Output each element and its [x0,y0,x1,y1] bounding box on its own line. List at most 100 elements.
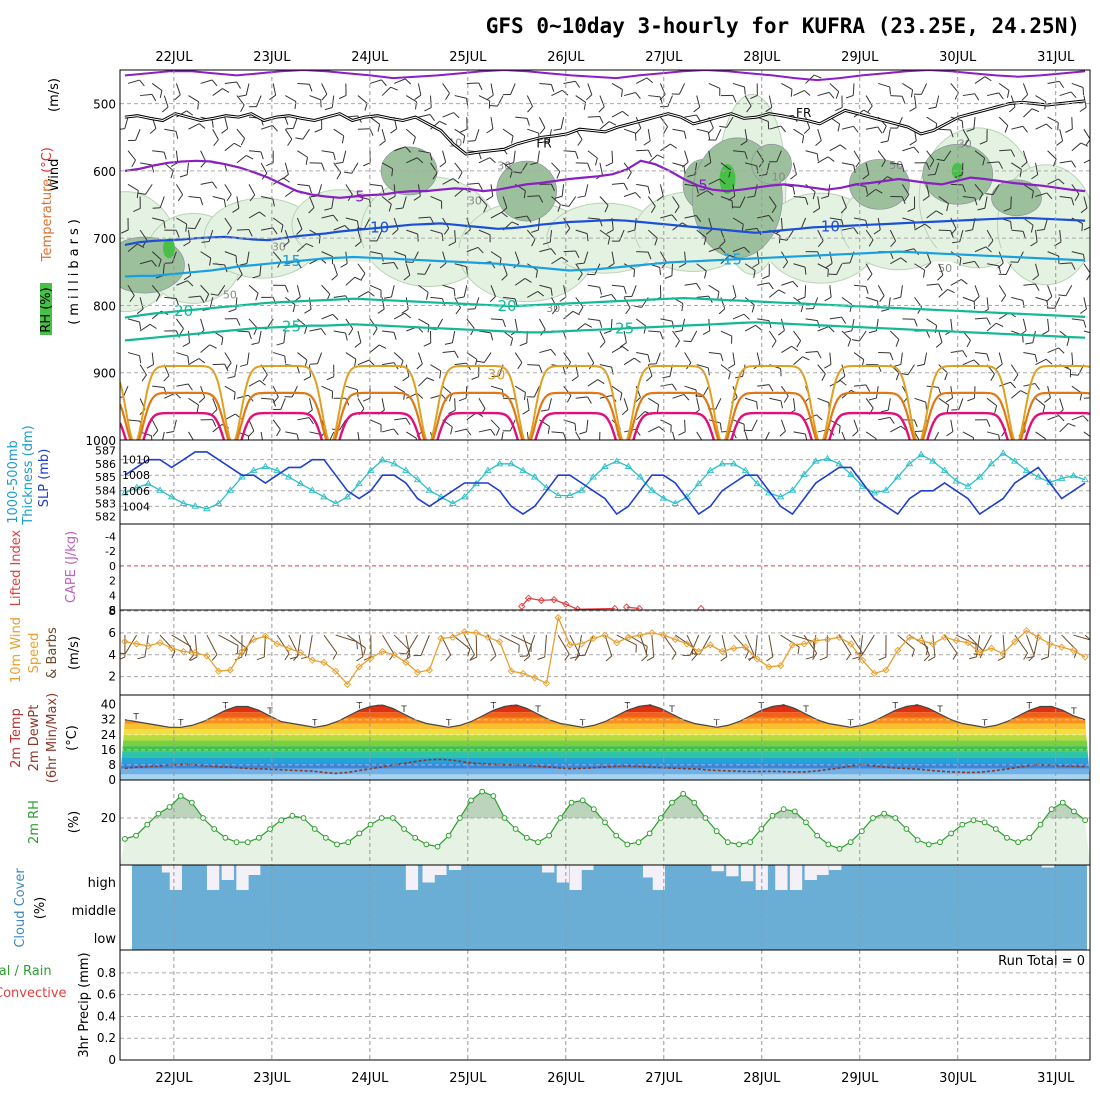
wind-barb [234,635,243,661]
rh-point [769,812,776,819]
wind-speed-point [414,668,422,676]
freezing-level-label: FR [796,106,811,120]
wind-barb-flag [494,443,501,447]
wind-barb-flag [842,262,850,264]
wind-speed-point [858,656,867,664]
wind-barb-staff [259,263,262,276]
wind-barb-staff [405,128,416,138]
wind-barb [576,251,589,265]
wind-barb-staff [393,634,411,651]
isotherm-line [124,250,1086,278]
wind-barb [696,190,714,197]
wind-barb-staff [962,359,975,366]
wind-speed-point [285,644,293,652]
wind-barb-flag [163,151,167,160]
y-tick-label-temp: 40 [101,698,116,712]
wind-barb-staff [575,263,583,275]
wind-barb-flag [445,92,450,101]
wind-barb-flag [797,296,806,301]
wind-barb [1059,422,1076,433]
wind-barb [704,150,712,168]
wind-barb-staff [347,634,366,649]
wind-barb-flag [587,273,595,276]
temp-band [120,740,1090,747]
wind-barb-flag [599,320,603,328]
wind-barb-flag [326,376,335,381]
wind-barb-staff [756,150,764,162]
wind-barb-flag [158,259,162,268]
wind-barb [829,316,847,324]
wind-barb [647,196,656,213]
wind-barb-flag [284,355,287,364]
temp-minmax-marker: T [936,705,943,715]
wind-barb [936,150,952,162]
wind-barb [139,323,157,332]
wind-barb [490,385,504,398]
wind-barb-flag [742,443,750,448]
wind-barb-staff [887,398,891,411]
wind-barb-staff [483,352,492,363]
wind-barb-staff [291,385,298,398]
wind-barb [212,128,219,147]
wind-barb [902,83,914,98]
wind-barb-flag [227,375,235,379]
wind-barb-staff [902,146,914,152]
wind-speed-point [917,636,925,645]
wind-barb-flag [416,393,424,399]
axis-label-precip-total: Total / Rain [0,964,52,979]
wind-barb-flag [900,372,909,376]
wind-barb [347,634,366,656]
wind-barb-flag [308,417,314,425]
thickness-point [823,454,832,462]
wind-barb-staff [776,150,782,162]
y-tick-label-lifted: -4 [105,530,116,543]
wind-speed-point [706,641,715,649]
wind-speed-point [437,634,445,643]
wind-speed-point [531,674,539,682]
wind-barb-flag [489,105,498,107]
wind-barb [938,397,950,413]
wind-barb-flag [889,417,895,424]
wind-barb [198,386,206,404]
wind-barb-flag [973,653,982,656]
rh-point [579,797,586,804]
wind-barb-flag [717,291,720,300]
wind-barb-flag [304,326,308,334]
wind-barb [418,284,429,300]
thickness-point [1011,457,1019,464]
wind-barb [551,89,569,97]
wind-barb-staff [667,95,673,107]
wind-barb-staff [1071,415,1084,421]
wind-barb [338,83,347,100]
wind-barb-flag [490,332,494,341]
wind-barb-staff [986,229,994,241]
rh-point [468,797,474,804]
wind-barb-flag [1071,160,1077,168]
wind-barb-staff [793,128,804,137]
wind-barb-staff [696,364,709,369]
wind-barb-flag [771,206,777,214]
wind-barb-staff [331,196,335,209]
wind-barb [188,123,206,130]
wind-barb-flag [320,99,322,108]
wind-speed-point [308,656,316,664]
wind-barb-flag [671,383,677,391]
wind-barb [928,95,940,110]
wind-barb-flag [137,243,145,249]
wind-barb-staff [1035,123,1047,130]
wind-barb [881,297,891,312]
wind-barb-flag [995,363,1003,370]
wind-barb [120,116,129,131]
wind-barb [648,397,660,413]
wind-barb [1047,116,1059,131]
thickness-point [718,459,726,467]
wind-barb-staff [852,83,855,96]
wind-barb-staff [514,352,523,363]
wind-barb-staff [599,196,609,206]
wind-barb-staff [454,188,465,197]
wind-barb-staff [342,150,347,163]
isotherm-label: 25 [615,319,634,337]
wind-barb-flag [873,229,881,235]
wind-barb [394,417,411,425]
rh-band [120,248,1090,262]
